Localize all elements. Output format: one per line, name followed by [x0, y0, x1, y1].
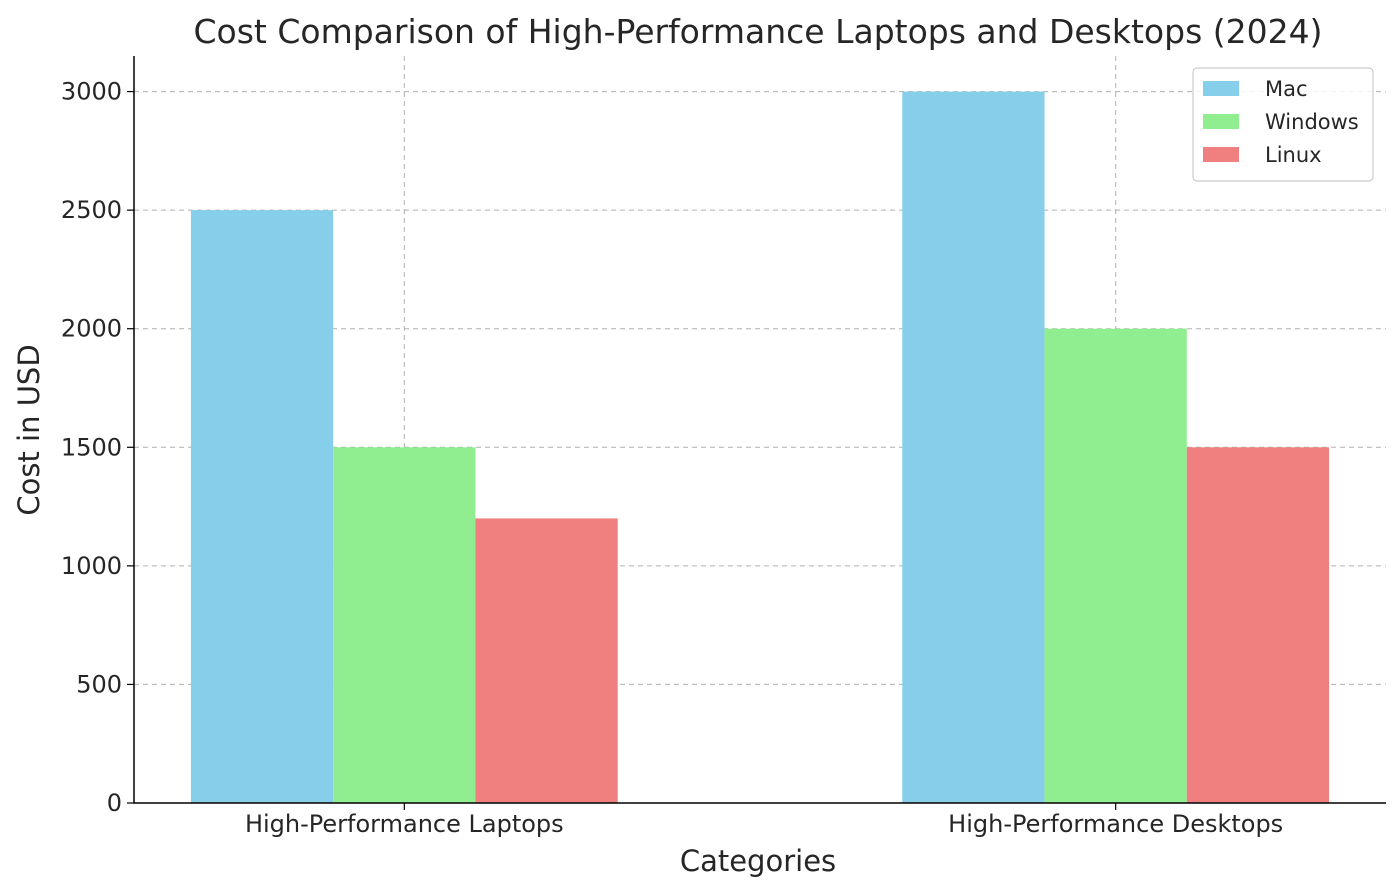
y-tick-label: 2500: [61, 196, 122, 224]
y-axis-ticks: 0 500 1000 1500 2000 2500 3000: [61, 78, 134, 817]
legend-label-linux: Linux: [1265, 143, 1322, 167]
bars: [190, 91, 1330, 804]
y-axis-label: Cost in USD: [12, 344, 46, 515]
y-tick-label: 1500: [61, 433, 122, 461]
bar-mac-1: [902, 91, 1045, 804]
bar-linux-0: [475, 518, 618, 803]
bar-windows-0: [333, 447, 476, 803]
bar-mac-0: [190, 210, 334, 804]
legend: Mac Windows Linux: [1192, 67, 1374, 182]
x-axis-ticks: High-Performance Laptops High-Performance…: [245, 803, 1283, 838]
legend-label-windows: Windows: [1265, 110, 1359, 134]
y-tick-label: 1000: [61, 552, 122, 580]
legend-swatch-windows: [1203, 114, 1239, 129]
chart-title: Cost Comparison of High-Performance Lapt…: [194, 12, 1323, 51]
y-tick-label: 0: [107, 789, 122, 817]
y-tick-label: 2000: [61, 315, 122, 343]
bar-linux-1: [1186, 447, 1330, 803]
y-tick-label: 3000: [61, 78, 122, 106]
legend-swatch-mac: [1203, 81, 1239, 96]
bar-windows-1: [1044, 328, 1187, 803]
y-tick-label: 500: [76, 670, 122, 698]
legend-swatch-linux: [1203, 147, 1239, 162]
x-tick-label: High-Performance Laptops: [245, 810, 564, 838]
x-axis-label: Categories: [680, 844, 836, 878]
x-tick-label: High-Performance Desktops: [948, 810, 1283, 838]
legend-label-mac: Mac: [1265, 77, 1308, 101]
